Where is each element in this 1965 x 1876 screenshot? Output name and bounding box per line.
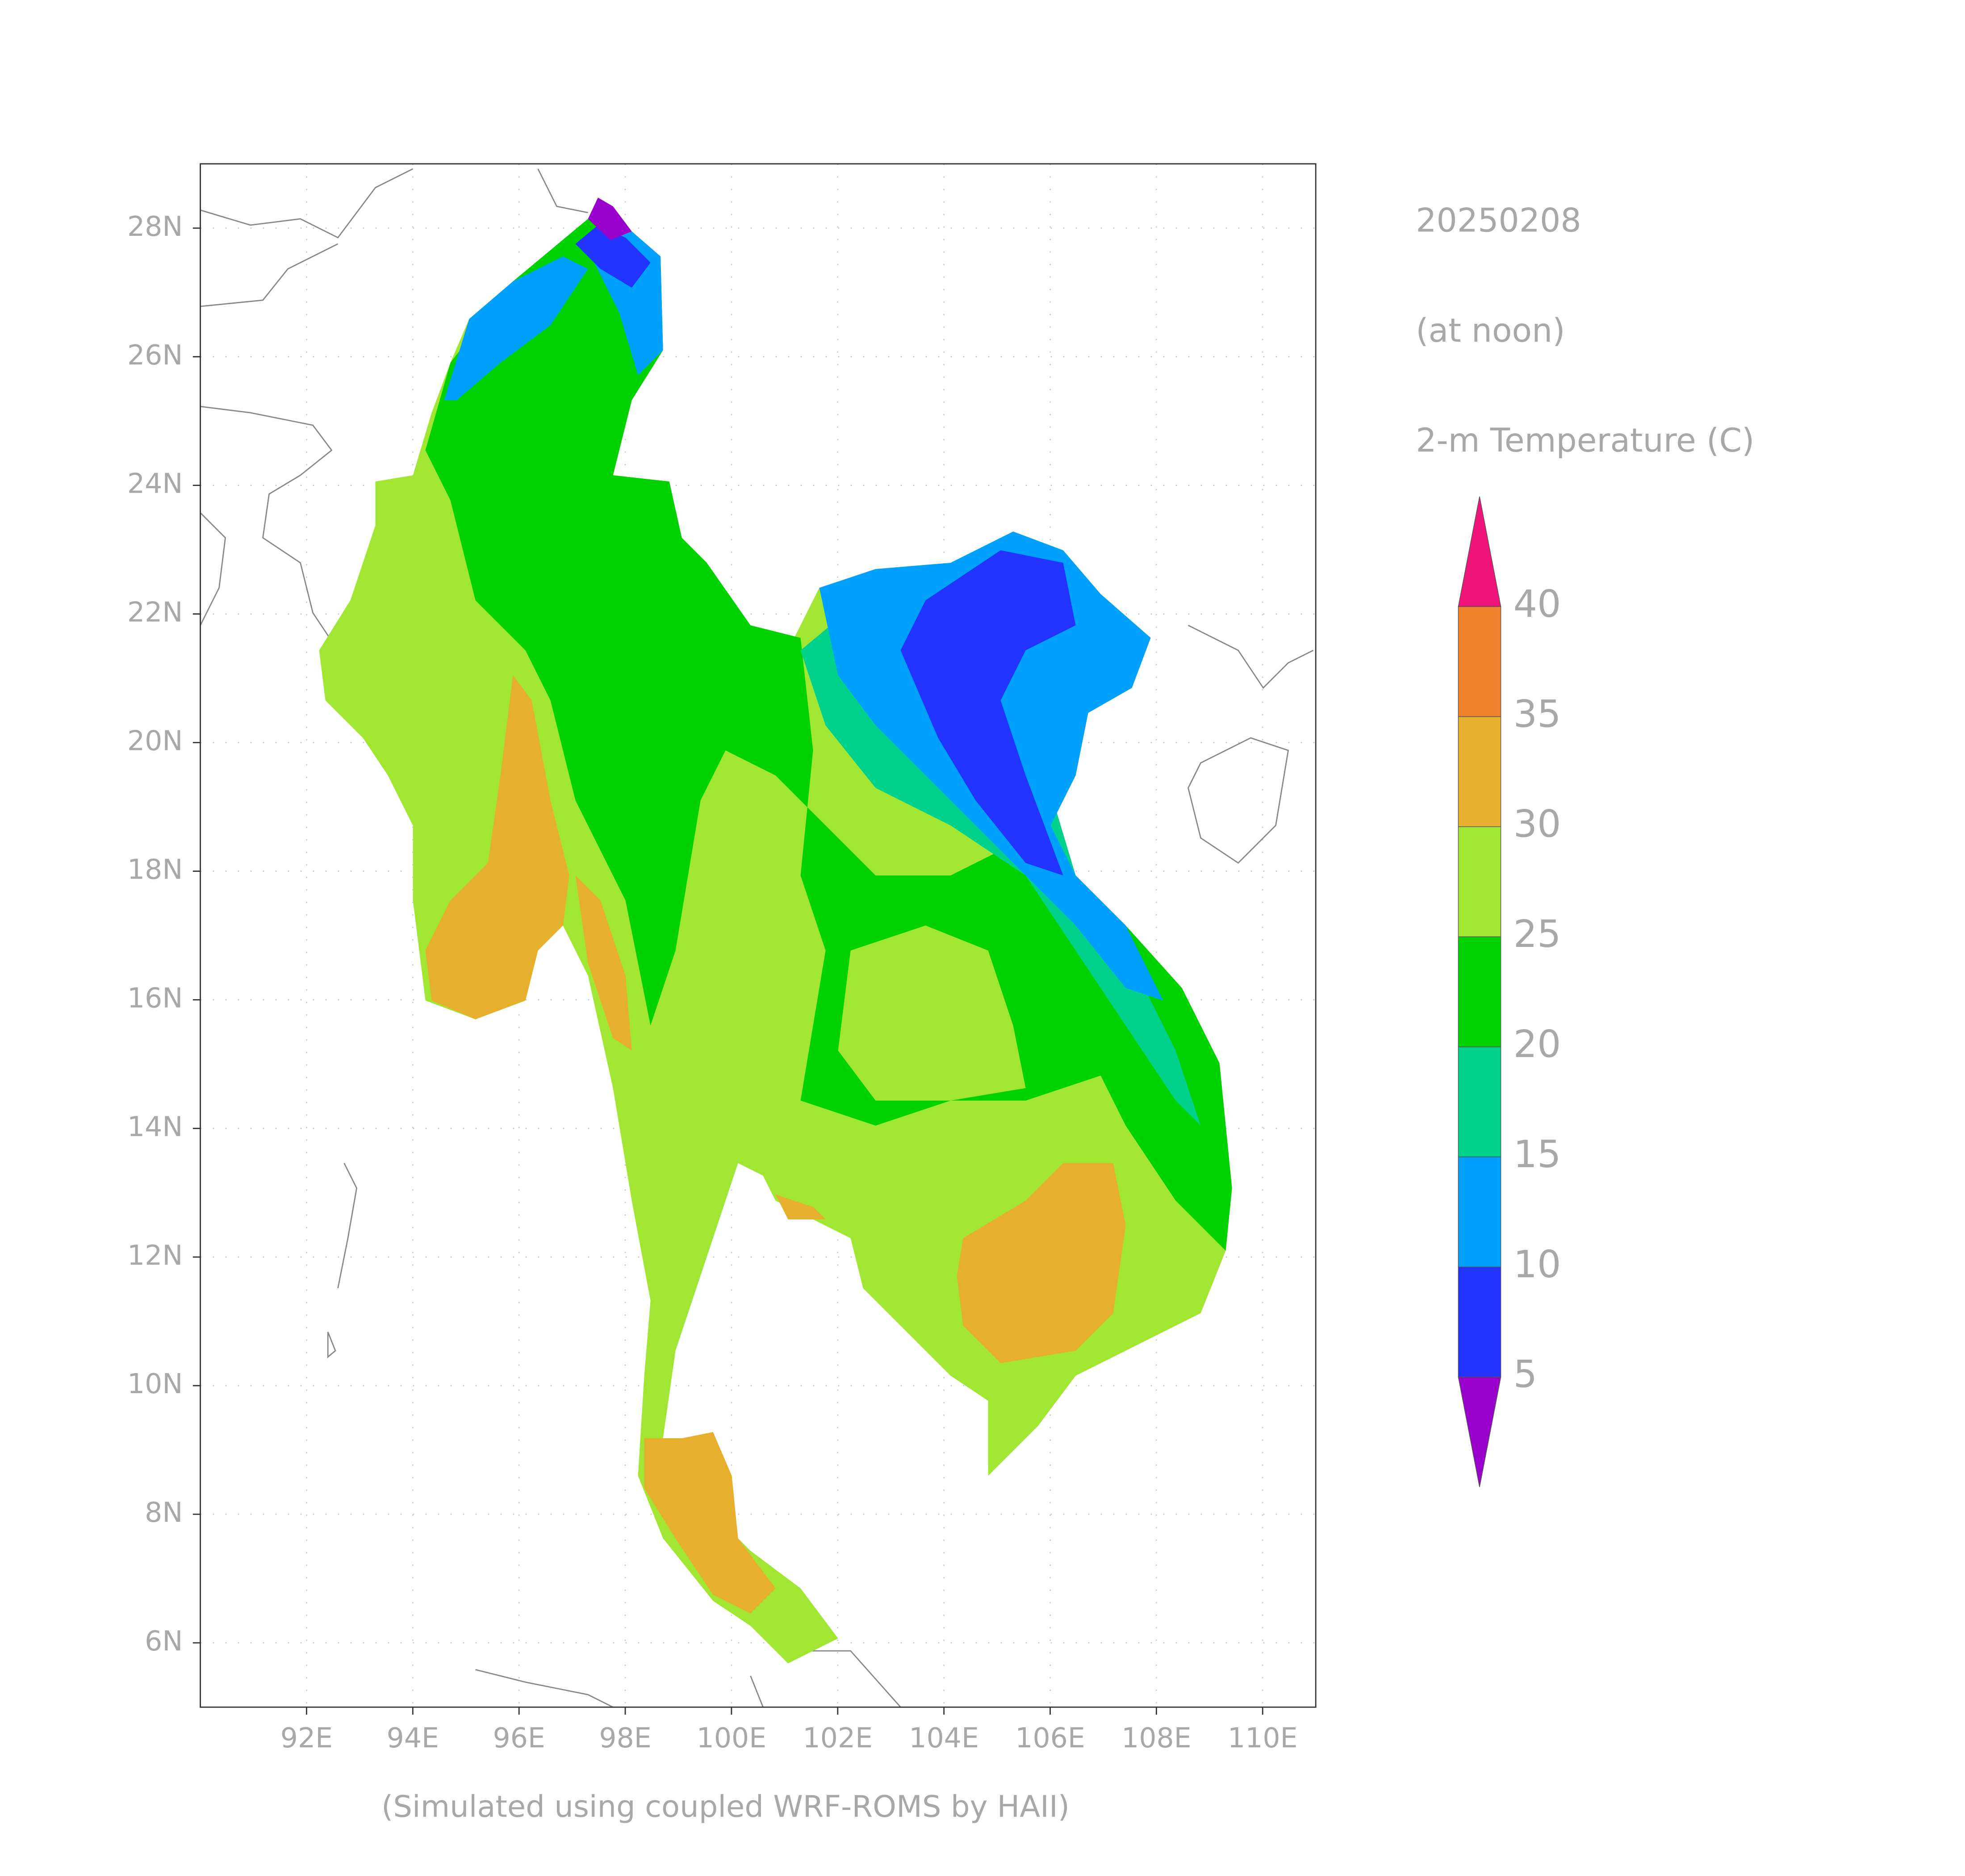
region: [644, 1432, 776, 1613]
y-tick-label: 12N: [127, 1239, 183, 1271]
y-tick-label: 24N: [127, 468, 183, 500]
colorbar-label: 5: [1513, 1353, 1537, 1396]
colorbar-segment: [1458, 1046, 1501, 1157]
x-tick-label: 100E: [697, 1722, 766, 1754]
region: [575, 225, 651, 288]
x-tick-label: 102E: [803, 1722, 873, 1754]
x-tick-label: 110E: [1228, 1722, 1297, 1754]
coastline: [200, 168, 1314, 1708]
region: [775, 1194, 826, 1219]
map: [192, 163, 1317, 1715]
colorbar-label: 40: [1513, 582, 1561, 626]
region: [838, 925, 1026, 1101]
region: [444, 256, 588, 400]
colorbar-label: 10: [1513, 1242, 1561, 1286]
colorbar-segment: [1458, 936, 1501, 1047]
colorbar: 5 10 15 20 25 30 35 40: [1458, 496, 1561, 1487]
colorbar-segment: [1458, 606, 1501, 717]
map-frame: [200, 163, 1317, 1708]
region: [588, 197, 632, 240]
colorbar-segment: [1458, 716, 1501, 827]
y-tick-label: 20N: [127, 725, 183, 757]
y-tick-label: 6N: [145, 1625, 183, 1657]
colorbar-label: 30: [1513, 802, 1561, 846]
footer: (Simulated using coupled WRF-ROMS by HAI…: [381, 1789, 1070, 1824]
x-tick-label: 108E: [1121, 1722, 1191, 1754]
date-label: 20250208: [1416, 201, 1581, 239]
y-tick-label: 14N: [127, 1110, 183, 1143]
region: [900, 550, 1076, 875]
colorbar-label: 15: [1513, 1132, 1561, 1176]
colorbar-under: [1458, 1377, 1501, 1487]
region: [957, 1163, 1126, 1363]
colorbar-segment: [1458, 1156, 1501, 1268]
x-tick-label: 96E: [493, 1722, 545, 1754]
region: [425, 675, 569, 1019]
colorbar-segment: [1458, 826, 1501, 937]
y-tick-label: 8N: [145, 1496, 183, 1528]
y-tick-label: 10N: [127, 1368, 183, 1400]
y-tick-label: 18N: [127, 854, 183, 886]
x-tick-label: 94E: [387, 1722, 439, 1754]
y-tick-label: 28N: [127, 210, 183, 243]
region: [425, 219, 1232, 1251]
x-tick-label: 98E: [599, 1722, 651, 1754]
colorbar-label: 20: [1513, 1022, 1561, 1066]
y-tick-label: 26N: [127, 339, 183, 371]
x-tick-label: 104E: [909, 1722, 978, 1754]
y-tick-label: 22N: [127, 596, 183, 628]
colorbar-segment: [1458, 1266, 1501, 1378]
time-label: (at noon): [1416, 312, 1565, 350]
x-tick-label: 92E: [280, 1722, 333, 1754]
colorbar-over: [1458, 496, 1501, 607]
region: [575, 875, 632, 1051]
variable-label: 2-m Temperature (C): [1416, 422, 1754, 460]
x-tick-label: 106E: [1015, 1722, 1085, 1754]
y-tick-label: 16N: [127, 982, 183, 1014]
colorbar-label: 25: [1513, 912, 1561, 956]
colorbar-label: 35: [1513, 692, 1561, 736]
